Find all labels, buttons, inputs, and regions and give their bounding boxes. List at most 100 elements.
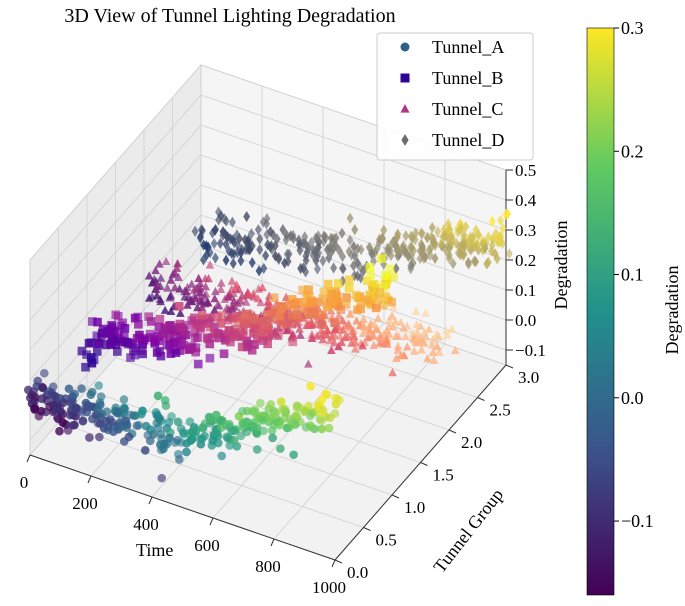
data-point (217, 311, 227, 320)
axes: 020040060080010000.00.51.01.52.02.53.0−0… (20, 161, 546, 597)
data-point (370, 319, 379, 329)
data-point (427, 340, 437, 349)
data-point (208, 436, 217, 445)
y-axis-label: Tunnel Group (429, 485, 507, 577)
circle-marker-icon (400, 42, 410, 52)
data-point (132, 421, 142, 431)
data-point (107, 323, 117, 332)
data-point (399, 242, 406, 254)
data-point (262, 250, 270, 262)
data-point (344, 275, 354, 285)
data-point (314, 263, 321, 275)
legend-item-tunnel_a: Tunnel_A (400, 37, 504, 57)
data-point (284, 255, 292, 267)
data-point (173, 417, 183, 427)
data-point (216, 284, 226, 293)
data-point (120, 337, 130, 347)
data-point (327, 332, 337, 341)
data-point (211, 410, 221, 420)
data-point (93, 339, 103, 348)
data-point (191, 225, 199, 237)
data-point (301, 238, 309, 250)
data-point (58, 418, 68, 427)
data-point (52, 413, 62, 422)
z-tick-label: 0.0 (515, 311, 536, 330)
data-point (30, 405, 40, 414)
data-point (248, 329, 258, 338)
data-point (287, 230, 295, 242)
y-tick-label: 1.0 (404, 498, 425, 517)
data-point (331, 399, 341, 409)
data-point (114, 327, 123, 337)
data-point (256, 398, 265, 408)
data-point (173, 435, 182, 445)
data-point (37, 394, 47, 403)
data-point (237, 255, 245, 267)
data-point (182, 447, 191, 457)
y-tick (477, 397, 485, 401)
data-point (223, 292, 232, 301)
data-point (210, 237, 218, 250)
z-tick-label: 0.2 (515, 251, 536, 270)
data-point (385, 264, 395, 274)
data-point (264, 325, 273, 335)
data-point (353, 305, 362, 315)
data-point (237, 342, 247, 352)
data-point (392, 353, 401, 362)
data-point (391, 316, 400, 326)
data-point (51, 405, 61, 415)
data-point (154, 322, 164, 332)
data-point (227, 276, 237, 285)
data-point (266, 400, 276, 409)
data-point (193, 333, 202, 342)
data-point (65, 410, 75, 420)
data-point (263, 218, 270, 230)
data-point (295, 324, 304, 333)
legend-item-tunnel_b: Tunnel_B (400, 68, 503, 88)
data-point (220, 213, 228, 225)
data-point (442, 330, 452, 339)
data-point (229, 426, 239, 435)
data-point (417, 345, 426, 354)
data-point (388, 368, 397, 377)
data-point (411, 306, 421, 315)
data-point (204, 241, 212, 253)
data-point (98, 324, 108, 334)
data-point (244, 290, 254, 299)
data-point (239, 326, 248, 335)
x-tick-label: 0 (20, 473, 29, 492)
data-point (23, 385, 33, 395)
data-point (302, 290, 312, 300)
data-point (87, 317, 97, 326)
data-point (484, 256, 492, 268)
data-point (183, 300, 192, 309)
data-point (376, 330, 385, 340)
data-point (171, 348, 181, 357)
data-point (197, 311, 207, 320)
data-point (434, 226, 442, 238)
data-point (225, 333, 235, 343)
data-point (485, 231, 492, 243)
data-point (163, 283, 172, 292)
data-point (333, 279, 343, 288)
data-point (441, 326, 451, 335)
data-point (416, 252, 424, 265)
data-point (234, 239, 241, 251)
data-point (157, 473, 167, 483)
gridline (29, 124, 202, 321)
data-point (146, 425, 155, 434)
data-point (187, 297, 197, 306)
data-point (462, 221, 470, 233)
data-point (277, 303, 287, 313)
data-point (389, 235, 397, 248)
data-point (350, 240, 358, 253)
data-point (174, 302, 184, 311)
data-point (229, 234, 237, 246)
data-point (165, 433, 174, 443)
data-point (387, 249, 395, 262)
gridline (29, 184, 202, 381)
data-point (351, 250, 359, 262)
data-point (307, 333, 317, 343)
data-point (377, 254, 386, 263)
